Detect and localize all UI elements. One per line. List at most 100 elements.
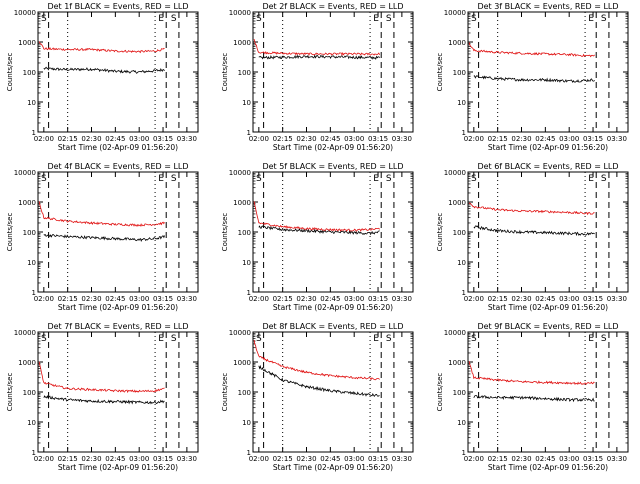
x-tick-label: 03:00	[344, 135, 364, 143]
panel-title: Det 3f BLACK = Events, RED = LLD	[477, 2, 618, 11]
x-tick-label: 02:30	[81, 455, 101, 463]
y-axis: 1 10 100 1000 10000 Counts/sec	[436, 9, 628, 137]
plot-frame	[467, 11, 629, 133]
x-tick-label: 02:45	[320, 295, 340, 303]
y-tick-label: 10000	[14, 329, 36, 337]
lld-series-line	[253, 38, 380, 57]
marker-e-label: E	[588, 174, 594, 184]
marker-e-label: E	[373, 174, 379, 184]
y-tick-label: 10000	[229, 9, 251, 17]
events-series-line	[43, 395, 165, 405]
events-series-line	[258, 364, 380, 397]
y-tick-label: 1	[32, 289, 36, 297]
x-tick-label: 03:15	[368, 455, 388, 463]
x-tick-label: 02:15	[488, 135, 508, 143]
y-tick-label: 100	[238, 389, 251, 397]
x-tick-label: 02:30	[81, 295, 101, 303]
x-tick-label: 02:45	[320, 455, 340, 463]
y-axis-label: Counts/sec	[6, 53, 14, 92]
panel-det-3: Det 3f BLACK = Events, RED = LLD 1 10 100 10…	[436, 2, 629, 152]
y-tick-label: 1000	[233, 39, 251, 47]
panel-title: Det 5f BLACK = Events, RED = LLD	[262, 162, 403, 171]
x-axis-label: Start Time (02-Apr-09 01:56:20)	[273, 143, 393, 152]
marker-s-label: S	[386, 14, 392, 24]
x-tick-label: 02:30	[81, 135, 101, 143]
x-axis: 02:00 02:15 02:30 02:45 03:00 03:15 03:30Start…	[249, 172, 412, 312]
y-tick-label: 1	[462, 129, 466, 137]
x-tick-label: 03:00	[559, 295, 579, 303]
marker-s-label: S	[471, 174, 477, 184]
x-tick-label: 02:15	[58, 455, 78, 463]
marker-e-label: E	[373, 334, 379, 344]
x-tick-label: 03:15	[583, 455, 603, 463]
x-tick-label: 02:00	[464, 295, 484, 303]
x-axis: 02:00 02:15 02:30 02:45 03:00 03:15 03:30Start…	[34, 172, 197, 312]
marker-s-label: S	[41, 14, 47, 24]
y-tick-label: 10	[27, 99, 36, 107]
x-tick-label: 02:00	[34, 135, 54, 143]
x-tick-label: 02:30	[511, 135, 531, 143]
marker-s-label: S	[386, 174, 392, 184]
marker-s-label: S	[256, 334, 262, 344]
y-axis-label: Counts/sec	[221, 213, 229, 252]
y-tick-label: 10	[457, 259, 466, 267]
x-tick-label: 02:15	[488, 455, 508, 463]
marker-e-label: E	[158, 174, 164, 184]
y-axis-label: Counts/sec	[221, 53, 229, 92]
x-tick-label: 02:45	[105, 295, 125, 303]
x-tick-label: 03:30	[607, 135, 627, 143]
panel-title: Det 6f BLACK = Events, RED = LLD	[477, 162, 618, 171]
x-axis: 02:00 02:15 02:30 02:45 03:00 03:15 03:30Start…	[464, 172, 627, 312]
x-tick-label: 02:45	[535, 455, 555, 463]
y-tick-label: 1	[247, 289, 251, 297]
panel-det-9: Det 9f BLACK = Events, RED = LLD 1 10 100 10…	[436, 322, 629, 472]
marker-s-label: S	[601, 174, 607, 184]
panel-title: Det 1f BLACK = Events, RED = LLD	[47, 2, 188, 11]
x-tick-label: 02:15	[273, 455, 293, 463]
events-series-line	[258, 225, 380, 236]
plot-frame	[37, 331, 199, 453]
lld-series-line	[468, 202, 595, 216]
x-axis: 02:00 02:15 02:30 02:45 03:00 03:15 03:30Start…	[249, 12, 412, 152]
y-axis-label: Counts/sec	[436, 213, 444, 252]
y-tick-label: 10000	[229, 169, 251, 177]
y-axis: 1 10 100 1000 10000 Counts/sec	[6, 329, 198, 457]
y-tick-label: 1000	[233, 199, 251, 207]
events-series-line	[473, 395, 595, 403]
x-tick-label: 02:00	[249, 135, 269, 143]
x-axis: 02:00 02:15 02:30 02:45 03:00 03:15 03:30Start…	[34, 12, 197, 152]
x-tick-label: 03:00	[129, 135, 149, 143]
x-tick-label: 03:00	[344, 455, 364, 463]
x-axis-label: Start Time (02-Apr-09 01:56:20)	[488, 303, 608, 312]
x-tick-label: 02:30	[296, 455, 316, 463]
x-tick-label: 03:00	[129, 455, 149, 463]
marker-s-label: S	[601, 14, 607, 24]
x-tick-label: 02:00	[249, 455, 269, 463]
marker-s-label: S	[601, 334, 607, 344]
y-axis-label: Counts/sec	[436, 373, 444, 412]
x-tick-label: 03:30	[392, 295, 412, 303]
marker-s-label: S	[471, 14, 477, 24]
y-tick-label: 10	[242, 419, 251, 427]
y-tick-label: 1000	[448, 39, 466, 47]
panel-det-1: Det 1f BLACK = Events, RED = LLD 1 10 100 10…	[6, 2, 199, 152]
x-tick-label: 02:30	[296, 135, 316, 143]
x-tick-label: 02:45	[535, 295, 555, 303]
panel-det-7: Det 7f BLACK = Events, RED = LLD 1 10 100 10…	[6, 322, 199, 472]
x-tick-label: 03:30	[177, 295, 197, 303]
y-axis: 1 10 100 1000 10000 Counts/sec	[221, 329, 413, 457]
x-tick-label: 03:15	[368, 135, 388, 143]
x-axis-label: Start Time (02-Apr-09 01:56:20)	[273, 303, 393, 312]
y-axis: 1 10 100 1000 10000 Counts/sec	[221, 9, 413, 137]
marker-s-label: S	[256, 174, 262, 184]
x-tick-label: 03:30	[392, 455, 412, 463]
x-tick-label: 02:15	[273, 295, 293, 303]
x-axis: 02:00 02:15 02:30 02:45 03:00 03:15 03:30Start…	[464, 12, 627, 152]
x-tick-label: 03:15	[583, 295, 603, 303]
x-tick-label: 03:00	[559, 135, 579, 143]
plot-frame	[37, 11, 199, 133]
lld-series-line	[468, 361, 595, 386]
marker-e-label: E	[158, 334, 164, 344]
lld-series-line	[253, 201, 380, 232]
